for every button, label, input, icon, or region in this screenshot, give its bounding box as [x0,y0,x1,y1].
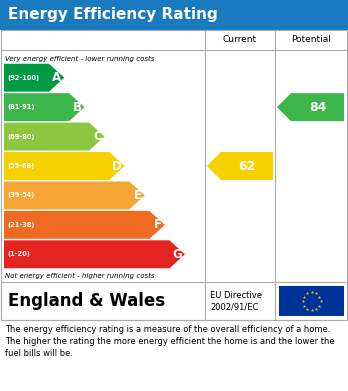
Text: EU Directive
2002/91/EC: EU Directive 2002/91/EC [210,291,262,311]
Text: 84: 84 [309,100,326,114]
Bar [279,286,344,316]
Text: Energy Efficiency Rating: Energy Efficiency Rating [8,7,218,23]
Text: The energy efficiency rating is a measure of the overall efficiency of a home. T: The energy efficiency rating is a measur… [5,325,335,358]
Text: Very energy efficient - lower running costs: Very energy efficient - lower running co… [5,56,155,62]
Bar [0,0,348,30]
Polygon shape [4,123,104,151]
Text: (92-100): (92-100) [7,75,39,81]
Polygon shape [4,211,165,239]
Polygon shape [4,64,64,91]
Text: (39-54): (39-54) [7,192,34,198]
Text: F: F [154,218,162,231]
Text: E: E [134,189,142,202]
Text: Potential: Potential [292,36,331,45]
Polygon shape [277,93,344,121]
Text: (21-38): (21-38) [7,222,34,228]
Text: (1-20): (1-20) [7,251,30,257]
Text: England & Wales: England & Wales [8,292,165,310]
Bar [1,30,347,319]
Text: D: D [112,160,122,172]
Text: (55-68): (55-68) [7,163,34,169]
Text: (69-80): (69-80) [7,134,34,140]
Text: A: A [53,71,62,84]
Polygon shape [4,240,185,268]
Bar [1,282,347,320]
Polygon shape [4,181,145,210]
Text: Current: Current [223,36,257,45]
Text: (81-91): (81-91) [7,104,34,110]
Text: 62: 62 [238,160,256,172]
Polygon shape [4,152,125,180]
Text: B: B [73,100,82,114]
Polygon shape [207,152,273,180]
Text: G: G [172,248,182,261]
Polygon shape [4,93,85,121]
Text: Not energy efficient - higher running costs: Not energy efficient - higher running co… [5,273,155,279]
Text: C: C [93,130,102,143]
